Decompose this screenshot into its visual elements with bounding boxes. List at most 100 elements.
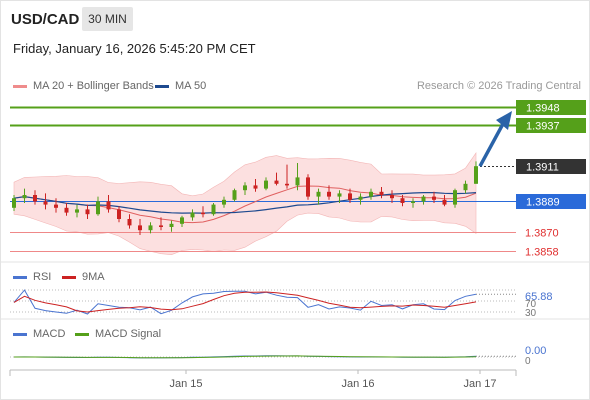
legend-ma50: MA 50 [155, 80, 206, 92]
candle-body [169, 223, 174, 227]
candle-body [379, 191, 384, 195]
candle-body [117, 209, 121, 219]
x-tick-label: Jan 17 [463, 378, 496, 390]
rsi-line [13, 289, 477, 315]
candle-body [211, 204, 216, 215]
candle-body [348, 193, 352, 200]
candle-body [22, 195, 27, 199]
candle-body [337, 193, 342, 197]
candle-body [295, 177, 300, 186]
resistance-tag [516, 100, 586, 115]
candle-body [64, 207, 69, 213]
moving-averages [13, 185, 477, 224]
timestamp: Friday, January 16, 2026 5:45:20 PM CET [13, 41, 256, 56]
rsi-ma-swatch [62, 275, 76, 279]
candle-body [400, 198, 405, 203]
bollinger-band [13, 152, 477, 256]
rsi-ma-line [13, 291, 477, 313]
candle-body [327, 191, 331, 197]
legend-rsi-ma: 9MA [62, 271, 105, 283]
legend-bollinger: MA 20 + Bollinger Bands [13, 80, 154, 92]
candle-body [243, 185, 247, 191]
legend-macd-signal: MACD Signal [75, 328, 161, 340]
timeframe-badge[interactable]: 30 MIN [82, 7, 133, 31]
support-value: 1.3858 [525, 247, 559, 259]
macd-value: 0.00 [525, 345, 546, 357]
macd-swatch [13, 332, 27, 336]
ma50-swatch [155, 84, 169, 88]
candle-body [274, 180, 279, 184]
rsi-value: 65.88 [525, 291, 553, 303]
macd-signal-line [14, 355, 477, 359]
candle-body [159, 225, 163, 227]
candle-body [148, 225, 153, 231]
rsi-level-30: 30 [525, 308, 537, 319]
x-tick-label: Jan 15 [169, 378, 202, 390]
pivot-tag [516, 194, 586, 209]
bollinger-band-area [13, 152, 477, 256]
symbol-title: USD/CAD [11, 11, 80, 28]
candle-body [421, 196, 426, 202]
candle-body [12, 198, 16, 208]
projection-head [496, 111, 512, 130]
candle-body [453, 190, 457, 205]
candle-body [85, 209, 90, 215]
candle-body [138, 225, 142, 231]
x-axis-ticks: Jan 15 Jan 16 Jan 17 [169, 370, 497, 390]
candle-body [253, 185, 258, 189]
legend-macd: MACD [13, 328, 65, 340]
level-lines [10, 106, 516, 252]
candle-body [442, 199, 447, 205]
candle-body [54, 204, 58, 208]
last-price-value: 1.3911 [526, 162, 559, 174]
candle-body [285, 183, 289, 186]
projection-shaft [478, 121, 506, 168]
rsi-swatch [13, 275, 27, 279]
candle-body [358, 196, 363, 200]
research-credit: Research © 2026 Trading Central [416, 80, 581, 92]
legend-rsi-label: RSI [33, 271, 52, 283]
last-price-tag [516, 159, 586, 174]
candle-body [43, 201, 48, 205]
candle-body [222, 199, 226, 205]
legend-macd-label: MACD [33, 328, 66, 340]
candle-body [232, 190, 237, 200]
candle-body [96, 201, 100, 215]
candle-body [127, 219, 132, 226]
resistance-tag [516, 118, 586, 133]
legend-bollinger-label: MA 20 + Bollinger Bands [33, 80, 154, 92]
x-tick-label: Jan 16 [341, 378, 374, 390]
candle-body [390, 195, 394, 199]
rsi-level-70: 70 [525, 299, 537, 310]
ma50-line [13, 192, 477, 214]
macd-panel: 0.000 [10, 345, 546, 367]
level-labels: 1.3948 1.3937 1.3911 1.3889 1.3870 1.3858 [516, 100, 586, 259]
candle-body [316, 191, 321, 197]
candle-body [106, 201, 111, 210]
pivot-value: 1.3889 [526, 197, 560, 209]
projection-arrow [478, 111, 512, 168]
candle-body [201, 212, 205, 215]
support-value: 1.3870 [525, 228, 559, 240]
legend-ma50-label: MA 50 [175, 80, 207, 92]
candle-body [180, 217, 184, 224]
candle-body [432, 196, 436, 200]
legend-rsi-ma-label: 9MA [82, 271, 105, 283]
legend-macd-signal-label: MACD Signal [95, 328, 162, 340]
bollinger-swatch [13, 84, 27, 88]
candle-body [33, 195, 37, 202]
macd-zero-label: 0 [525, 356, 531, 367]
resistance-value: 1.3937 [526, 121, 560, 133]
candle-body [75, 209, 79, 213]
candle-body [264, 180, 268, 189]
candle-body [306, 177, 310, 197]
legend-rsi: RSI [13, 271, 51, 283]
candle-body [463, 183, 468, 191]
resistance-value: 1.3948 [526, 103, 560, 115]
candle-body [411, 201, 415, 203]
candles [12, 161, 478, 235]
candle-body [474, 166, 478, 184]
candle-body [190, 212, 195, 218]
